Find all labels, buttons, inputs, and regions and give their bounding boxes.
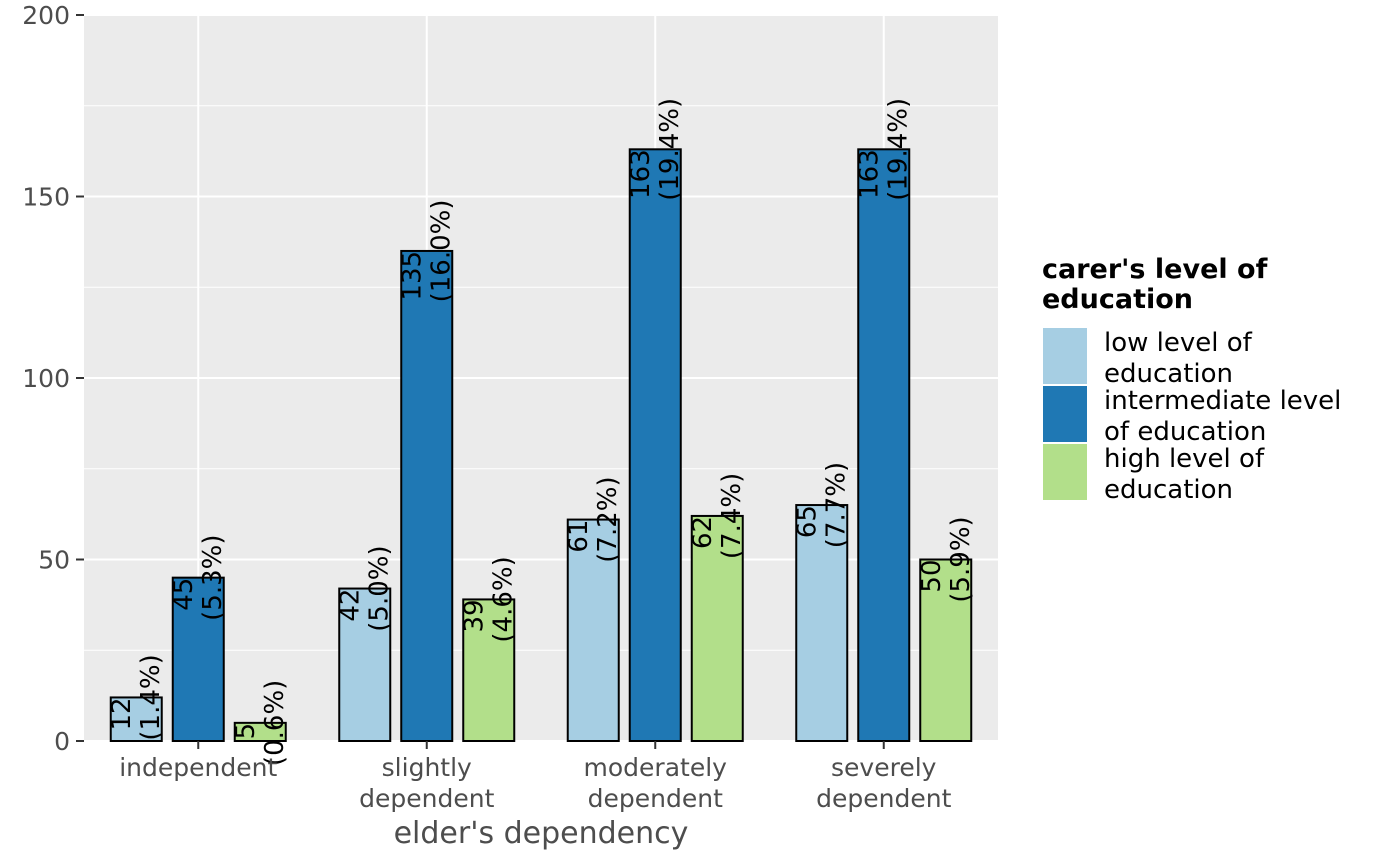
y-tick-label: 100	[22, 364, 70, 393]
bar-value-label: 12	[107, 697, 137, 730]
bar-value-label: 65	[793, 505, 823, 538]
bar	[338, 587, 392, 742]
y-axis: 0 50 100 150 200	[22, 1, 84, 756]
bar	[628, 148, 682, 742]
legend-key	[1043, 328, 1087, 384]
bar-value-label: 45	[169, 578, 199, 611]
bar-value-label: 42	[336, 589, 366, 622]
bar-percent-label: (7.4%)	[717, 473, 747, 559]
legend-title: carer's level of education	[1042, 254, 1268, 315]
x-tick-label: severely dependent	[816, 753, 951, 813]
bar	[400, 249, 454, 742]
bar-labels: 12 (1.4%) 42 (5.0%) 61 (7.2%) 65 (7.7%) 45 (5.3%)…	[107, 98, 976, 766]
bar-percent-label: (19.4%)	[884, 98, 914, 201]
x-axis: independent slightly dependent moderately de…	[119, 741, 952, 813]
y-tick-label: 50	[38, 546, 70, 575]
bar-percent-label: (0.6%)	[260, 680, 290, 766]
bar	[795, 504, 849, 742]
bars	[109, 148, 973, 743]
legend: carer's level of education low level of edu…	[1042, 254, 1341, 505]
bar-percent-label: (19.4%)	[655, 98, 685, 201]
bar-percent-label: (5.9%)	[946, 516, 976, 602]
bar	[919, 558, 973, 742]
bar	[109, 696, 163, 743]
bar-value-label: 163	[626, 149, 656, 199]
bar-percent-label: (5.3%)	[198, 534, 228, 620]
legend-label: intermediate level of education	[1104, 386, 1341, 447]
bar	[690, 514, 744, 742]
bar	[857, 148, 911, 742]
x-axis-title: elder's dependency	[394, 816, 689, 851]
bar	[462, 598, 516, 742]
bar-value-label: 5	[231, 723, 261, 740]
bar-percent-label: (16.0%)	[427, 200, 457, 303]
legend-key	[1043, 444, 1087, 500]
legend-label: high level of education	[1104, 444, 1265, 505]
y-tick-label: 200	[22, 1, 70, 30]
bar-value-label: 62	[688, 516, 718, 549]
bar-value-label: 61	[564, 520, 594, 553]
y-tick-label: 150	[22, 183, 70, 212]
bar-percent-label: (1.4%)	[136, 654, 166, 740]
legend-label: low level of education	[1104, 328, 1253, 389]
bar	[171, 576, 225, 743]
bar	[566, 518, 620, 742]
bar-percent-label: (4.6%)	[489, 556, 519, 642]
bar	[233, 721, 287, 742]
bar-value-label: 163	[855, 149, 885, 199]
bar-percent-label: (7.2%)	[593, 476, 623, 562]
bar-percent-label: (7.7%)	[822, 462, 852, 548]
bar-value-label: 135	[398, 251, 428, 301]
bar-value-label: 39	[460, 599, 490, 632]
legend-key	[1043, 386, 1087, 442]
bar-percent-label: (5.0%)	[365, 545, 395, 631]
y-tick-label: 0	[54, 727, 70, 756]
bar-value-label: 50	[917, 560, 947, 593]
x-tick-label: moderately dependent	[584, 753, 728, 813]
x-tick-label: independent	[119, 753, 277, 782]
x-tick-label: slightly dependent	[359, 753, 494, 813]
